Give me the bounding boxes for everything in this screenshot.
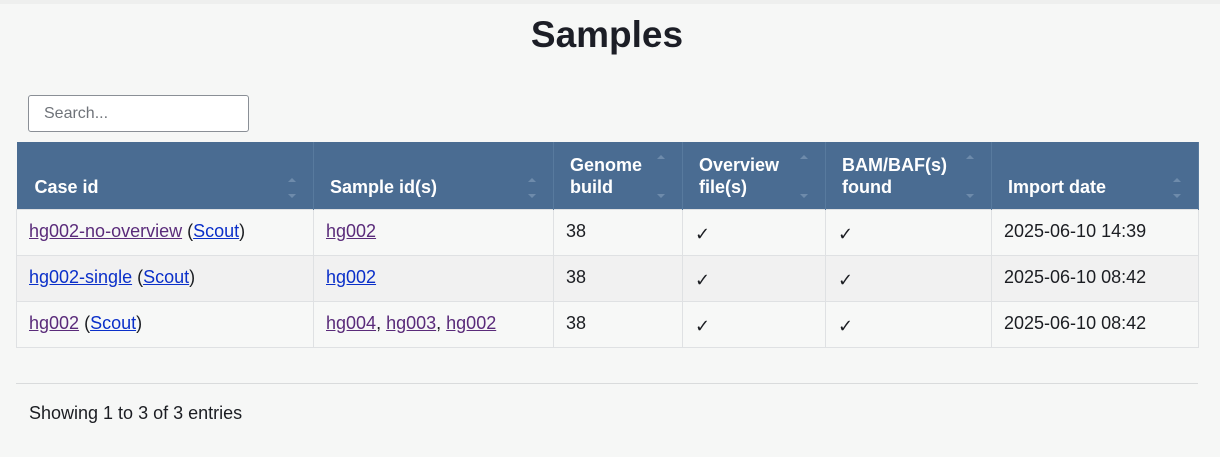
column-header-label: Genome (570, 154, 643, 175)
case-link[interactable]: hg002-single (29, 266, 133, 287)
bam-found-cell: ✓ (825, 300, 992, 348)
column-header-label: file(s) (699, 176, 748, 197)
checkmark-icon: ✓ (695, 223, 711, 244)
column-header-genome-build[interactable]: Genome build (553, 142, 683, 209)
overview-cell: ✓ (682, 300, 826, 348)
samples-table: Case id Sample id(s) Genome build Overvi… (16, 142, 1199, 348)
bam-found-cell: ✓ (825, 254, 992, 302)
column-header-label: Import date (1008, 176, 1107, 197)
case-id-cell: hg002 (Scout) (16, 300, 314, 348)
column-header-label: BAM/BAF(s) (842, 154, 947, 175)
checkmark-icon: ✓ (838, 223, 854, 244)
import-date-cell: 2025-06-10 14:39 (991, 208, 1199, 256)
sample-ids-cell: hg002 (313, 254, 554, 302)
checkmark-icon: ✓ (838, 315, 854, 336)
table-row: hg002-single (Scout) hg002 38 ✓ ✓ 2025-0… (16, 254, 1199, 302)
import-date-cell: 2025-06-10 08:42 (991, 300, 1199, 348)
bam-found-cell: ✓ (825, 208, 992, 256)
sample-link[interactable]: hg003 (386, 312, 437, 333)
search-input[interactable] (28, 95, 249, 132)
table-row: hg002-no-overview (Scout) hg002 38 ✓ ✓ 2… (16, 208, 1199, 256)
case-link[interactable]: hg002-no-overview (29, 220, 183, 241)
column-header-label: Case id (34, 176, 99, 197)
column-header-import-date[interactable]: Import date (991, 142, 1199, 209)
column-header-label: build (570, 176, 613, 197)
sample-link[interactable]: hg002 (326, 220, 377, 241)
scout-link[interactable]: Scout (193, 220, 240, 241)
table-footer-divider (16, 383, 1198, 384)
genome-build-cell: 38 (553, 254, 683, 302)
case-id-cell: hg002-single (Scout) (16, 254, 314, 302)
column-header-sample-ids[interactable]: Sample id(s) (313, 142, 554, 209)
sort-icon (656, 142, 666, 209)
column-header-bam-baf-found[interactable]: BAM/BAF(s) found (825, 142, 992, 209)
sort-icon (965, 142, 975, 209)
case-id-cell: hg002-no-overview (Scout) (16, 208, 314, 256)
sample-link[interactable]: hg004 (326, 312, 377, 333)
sample-link[interactable]: hg002 (446, 312, 497, 333)
column-header-case-id[interactable]: Case id (16, 142, 314, 209)
case-link[interactable]: hg002 (29, 312, 80, 333)
scout-link[interactable]: Scout (90, 312, 137, 333)
scout-link[interactable]: Scout (143, 266, 190, 287)
sort-icon (799, 142, 809, 209)
page-title: Samples (530, 14, 684, 55)
column-header-label: Overview (699, 154, 780, 175)
table-info: Showing 1 to 3 of 3 entries (29, 403, 243, 423)
sort-icon (527, 142, 537, 209)
sort-icon (287, 142, 297, 209)
genome-build-cell: 38 (553, 208, 683, 256)
sample-ids-cell: hg004, hg003, hg002 (313, 300, 554, 348)
checkmark-icon: ✓ (838, 269, 854, 290)
checkmark-icon: ✓ (695, 269, 711, 290)
top-border (0, 0, 1220, 4)
overview-cell: ✓ (682, 254, 826, 302)
column-header-overview-files[interactable]: Overview file(s) (682, 142, 826, 209)
column-header-label: found (842, 176, 892, 197)
checkmark-icon: ✓ (695, 315, 711, 336)
sample-link[interactable]: hg002 (326, 266, 377, 287)
sample-ids-cell: hg002 (313, 208, 554, 256)
table-header-row: Case id Sample id(s) Genome build Overvi… (16, 142, 1199, 209)
table-row: hg002 (Scout) hg004, hg003, hg002 38 ✓ ✓… (16, 300, 1199, 348)
column-header-label: Sample id(s) (330, 176, 438, 197)
overview-cell: ✓ (682, 208, 826, 256)
import-date-cell: 2025-06-10 08:42 (991, 254, 1199, 302)
genome-build-cell: 38 (553, 300, 683, 348)
sort-icon (1172, 142, 1182, 209)
